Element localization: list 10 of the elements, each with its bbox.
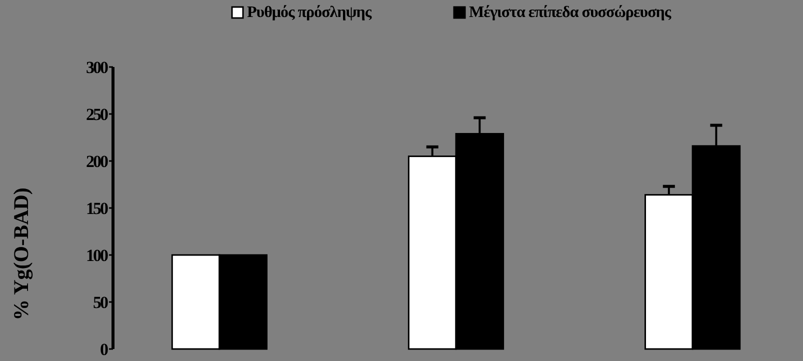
y-tick-label: 100 <box>86 246 108 265</box>
y-tick-label: 150 <box>86 198 108 218</box>
legend-label: Μέγιστα επίπεδα συσσώρευσης <box>469 4 672 21</box>
y-axis-title: % Yg(O-BAD) <box>9 188 33 320</box>
y-tick-label: 0 <box>100 340 108 359</box>
legend-label: Ρυθμός πρόσληψης <box>247 4 372 21</box>
y-tick-label: 300 <box>86 58 108 77</box>
y-tick-label: 50 <box>93 292 108 312</box>
y-tick-label: 200 <box>86 152 108 171</box>
y-tick-label: 250 <box>86 104 108 124</box>
